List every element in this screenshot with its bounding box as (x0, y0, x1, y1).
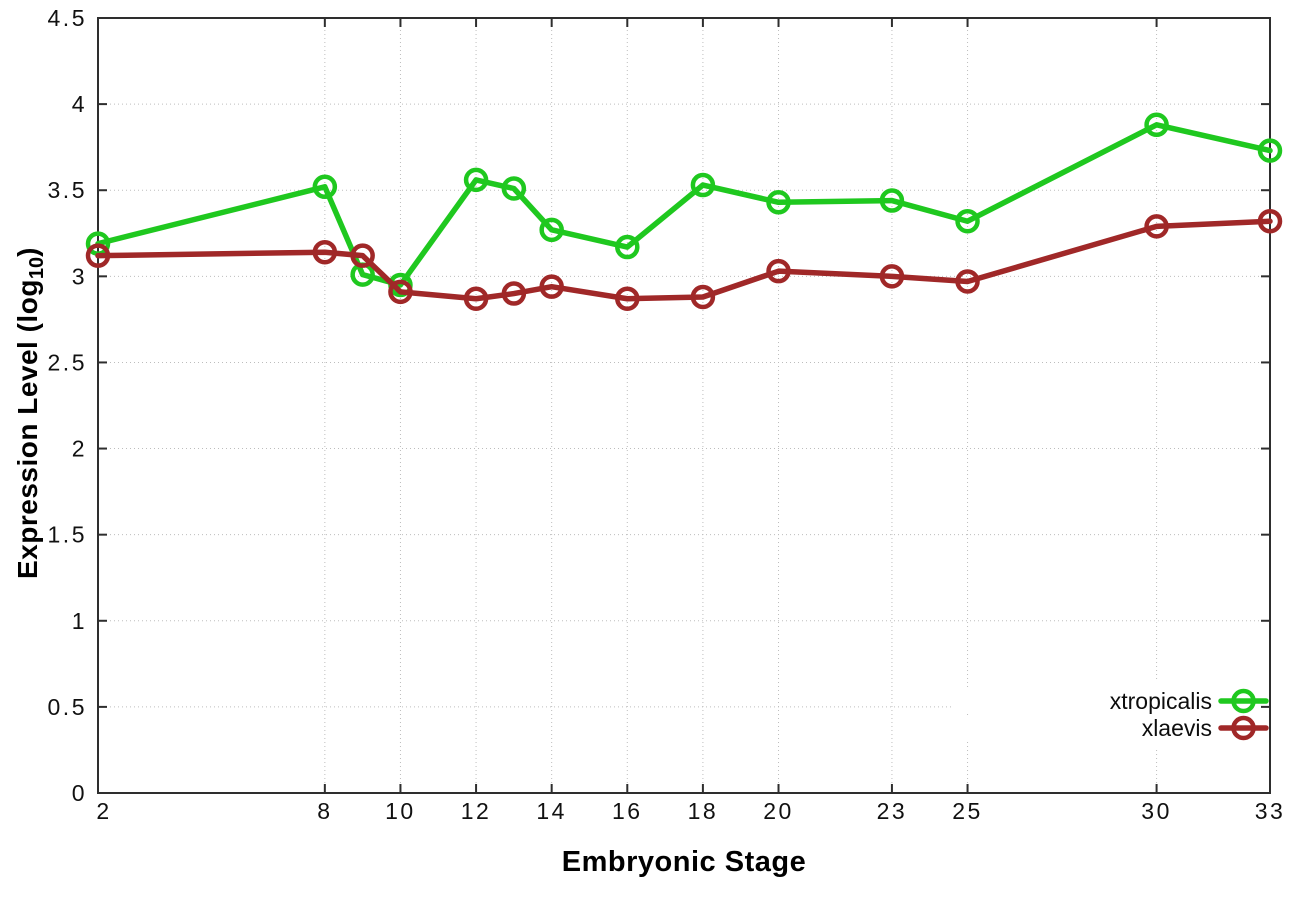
data-point-xlaevis (463, 286, 489, 311)
data-point-xlaevis (85, 243, 111, 268)
data-point-xtropicalis (615, 234, 640, 260)
y-tick-label: 3 (72, 263, 87, 289)
data-point-xlaevis (1257, 208, 1283, 234)
data-point-xlaevis (312, 239, 338, 265)
data-point-xtropicalis (539, 217, 564, 243)
y-tick-label: 2.5 (48, 349, 87, 375)
x-tick-label: 20 (763, 798, 794, 824)
y-tick-label: 4.5 (48, 5, 87, 31)
legend-entry-xtropicalis: xtropicalis (952, 688, 1212, 714)
data-point-xtropicalis (955, 208, 980, 234)
y-axis-title: Expression Level (log10) (12, 23, 54, 803)
x-tick-label: 18 (688, 798, 719, 824)
y-axis-title-subscript: 10 (26, 256, 48, 280)
x-tick-label: 23 (877, 798, 908, 824)
y-tick-label: 3.5 (48, 177, 87, 203)
data-point-xtropicalis (690, 172, 716, 198)
x-axis-title: Embryonic Stage (561, 846, 807, 878)
data-point-xtropicalis (766, 190, 791, 215)
data-point-xlaevis (879, 264, 905, 289)
data-point-xtropicalis (879, 188, 905, 213)
x-tick-label: 10 (385, 798, 416, 824)
data-point-xlaevis (501, 281, 527, 306)
x-tick-label: 25 (952, 798, 983, 824)
data-point-xlaevis (539, 274, 564, 299)
x-tick-label: 8 (317, 798, 332, 824)
data-point-xlaevis (615, 286, 640, 311)
y-axis-title-close: ) (12, 247, 43, 257)
data-point-xlaevis (388, 279, 413, 305)
y-tick-label: 2 (72, 436, 87, 462)
x-tick-label: 16 (612, 798, 643, 824)
data-point-xtropicalis (1144, 112, 1169, 138)
y-tick-label: 0.5 (48, 694, 87, 720)
series-line-xtropicalis (95, 122, 1273, 288)
y-tick-label: 0 (72, 780, 87, 806)
x-tick-label: 30 (1141, 798, 1172, 824)
data-point-xlaevis (350, 243, 375, 268)
x-tick-label: 33 (1255, 798, 1286, 824)
data-point-xtropicalis (312, 174, 338, 200)
data-point-xlaevis (766, 258, 791, 284)
series-line-xlaevis (95, 218, 1273, 302)
y-tick-label: 4 (72, 91, 87, 117)
x-tick-label: 2 (96, 798, 111, 824)
x-tick-label: 12 (461, 798, 492, 824)
legend-entry-xlaevis: xlaevis (952, 715, 1212, 741)
y-tick-label: 1 (72, 608, 87, 634)
legend-marker-xlaevis (1231, 715, 1256, 741)
data-point-xtropicalis (501, 176, 527, 201)
x-tick-label: 14 (536, 798, 567, 824)
data-point-xlaevis (690, 284, 716, 310)
legend-marker-xtropicalis (1231, 688, 1256, 714)
y-axis-title-text: Expression Level (log (12, 279, 43, 579)
data-point-xtropicalis (1257, 138, 1283, 163)
data-point-xlaevis (955, 269, 980, 294)
data-point-xlaevis (1144, 214, 1169, 239)
y-tick-label: 1.5 (48, 522, 87, 548)
data-point-xtropicalis (463, 167, 489, 193)
plot-border (97, 17, 1271, 794)
